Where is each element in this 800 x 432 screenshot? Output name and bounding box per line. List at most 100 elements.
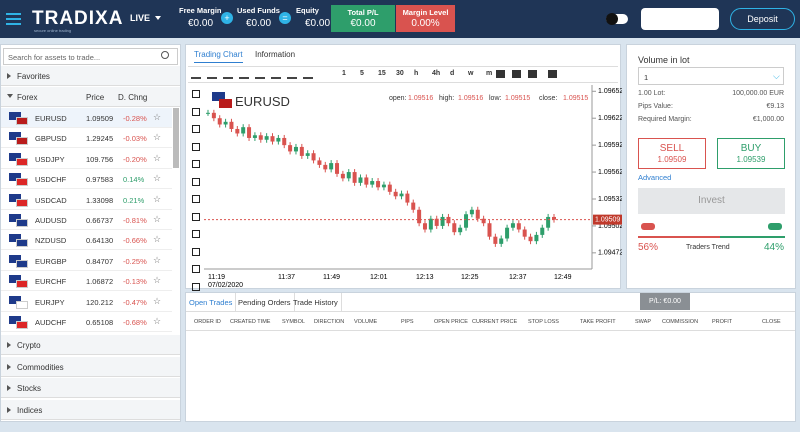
asset-row[interactable] xyxy=(1,108,172,128)
flag xyxy=(9,214,21,222)
tool-button[interactable] xyxy=(207,70,217,79)
favorite-star[interactable]: ☆ xyxy=(153,132,162,143)
flag xyxy=(9,173,21,182)
favorite-star[interactable]: ☆ xyxy=(153,214,162,224)
candle xyxy=(370,181,375,185)
mode-selector[interactable]: LIVE xyxy=(130,13,151,23)
tool-button[interactable] xyxy=(239,70,249,79)
interval-button[interactable]: m xyxy=(486,70,493,77)
interval-button[interactable]: 30 xyxy=(396,70,404,77)
search-input[interactable]: Search for assets to trade... xyxy=(3,48,178,65)
asset-row[interactable] xyxy=(1,149,172,169)
candle xyxy=(376,181,381,188)
drawing-tool[interactable] xyxy=(192,177,200,186)
favorite-star[interactable]: ☆ xyxy=(153,193,162,204)
asset-row[interactable] xyxy=(1,251,172,271)
forex-header xyxy=(1,87,180,107)
candle xyxy=(288,145,293,152)
price-badge-label: 1.09509 xyxy=(595,216,620,223)
drawing-tool[interactable] xyxy=(192,212,200,221)
volume-input[interactable]: 1 xyxy=(638,67,784,85)
x-tick-label: 11:37 xyxy=(278,274,295,281)
tool-button[interactable] xyxy=(255,70,265,79)
interval-button[interactable]: 5 xyxy=(360,70,364,77)
candle xyxy=(241,127,246,134)
price-badge xyxy=(593,214,622,225)
interval-button[interactable]: 4h xyxy=(432,70,441,77)
stat-value: €0.00 xyxy=(246,18,272,29)
asset-row[interactable] xyxy=(1,230,172,251)
favorite-star[interactable]: ☆ xyxy=(153,295,162,306)
drawing-tool[interactable] xyxy=(192,230,200,238)
drawing-tool[interactable] xyxy=(192,160,200,168)
chart-tab[interactable]: Information xyxy=(255,50,296,59)
drawing-tool[interactable] xyxy=(192,107,200,116)
asset-row[interactable] xyxy=(1,210,172,230)
group-row[interactable] xyxy=(1,335,180,355)
chart-tab[interactable]: Trading Chart xyxy=(194,50,243,63)
group-row[interactable] xyxy=(1,399,180,420)
candle xyxy=(393,191,398,197)
caret xyxy=(7,363,14,370)
drawing-tool[interactable] xyxy=(192,282,200,291)
tool-button[interactable] xyxy=(496,70,505,78)
candle xyxy=(247,127,252,138)
drawing-tool[interactable] xyxy=(192,90,200,98)
group-row[interactable] xyxy=(1,378,180,398)
menu-icon[interactable] xyxy=(6,23,21,25)
asset-row[interactable] xyxy=(1,190,172,210)
asset-row[interactable] xyxy=(1,292,172,312)
group-row[interactable] xyxy=(1,356,180,377)
drawing-tool[interactable] xyxy=(192,125,200,133)
column-header: PIPS xyxy=(401,319,414,325)
tool-button[interactable] xyxy=(548,70,557,78)
tool-button[interactable] xyxy=(223,70,233,79)
interval-button[interactable]: 1 xyxy=(342,70,346,77)
interval-button[interactable]: 15 xyxy=(378,70,386,77)
trades-tab[interactable]: Pending Orders xyxy=(235,293,295,312)
drawing-tool[interactable] xyxy=(192,247,200,256)
asset-change: -0.81% xyxy=(123,216,147,225)
trades-tab[interactable]: Open Trades xyxy=(186,293,237,312)
asset-row[interactable] xyxy=(1,128,172,149)
trades-tab[interactable]: Trade History xyxy=(290,293,342,312)
advanced-link[interactable]: Advanced xyxy=(638,173,672,182)
interval-button[interactable]: h xyxy=(414,70,419,77)
tool-button[interactable] xyxy=(191,70,201,79)
tool-button[interactable] xyxy=(271,70,281,79)
favorite-star[interactable]: ☆ xyxy=(153,234,162,245)
asset-row[interactable] xyxy=(1,312,172,332)
asset-row[interactable] xyxy=(1,169,172,190)
buy-button[interactable]: BUY 1.09539 xyxy=(717,138,785,169)
favorite-star[interactable]: ☆ xyxy=(153,254,162,265)
candle xyxy=(381,184,386,188)
tool-button[interactable] xyxy=(287,70,297,79)
deposit-button[interactable]: Deposit xyxy=(730,8,795,30)
menu-icon[interactable] xyxy=(6,13,21,15)
group-label: Stocks xyxy=(17,384,42,393)
account-box[interactable] xyxy=(641,8,719,30)
flag xyxy=(16,137,28,146)
tool-button[interactable] xyxy=(303,70,313,79)
sell-button[interactable]: SELL 1.09509 xyxy=(638,138,706,169)
interval-button[interactable]: w xyxy=(468,70,474,77)
favorite-star[interactable]: ☆ xyxy=(153,152,162,163)
group-label: Commodities xyxy=(17,362,64,372)
drawing-tool[interactable] xyxy=(192,265,200,273)
margin-level-label: Margin Level xyxy=(402,8,449,17)
favorite-star[interactable]: ☆ xyxy=(153,112,162,122)
favorite-star[interactable]: ☆ xyxy=(153,173,162,184)
ohlc-label: open: xyxy=(389,95,407,102)
favorite-star[interactable]: ☆ xyxy=(153,275,162,286)
asset-row[interactable] xyxy=(1,271,172,292)
drawing-tool[interactable] xyxy=(192,142,200,151)
invest-button[interactable]: Invest xyxy=(638,188,785,214)
tool-button[interactable] xyxy=(528,70,537,78)
tool-button[interactable] xyxy=(512,70,521,78)
drawing-tool[interactable] xyxy=(192,195,200,203)
interval-button[interactable]: d xyxy=(450,70,455,77)
group-row[interactable] xyxy=(1,66,180,86)
menu-icon[interactable] xyxy=(6,18,21,20)
candle xyxy=(411,202,416,210)
favorite-star[interactable]: ☆ xyxy=(153,316,162,326)
